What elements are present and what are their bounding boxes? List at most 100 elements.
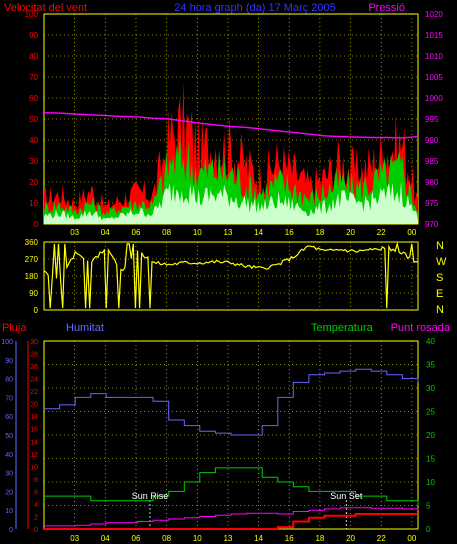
humidity-y-tick: 18: [30, 414, 38, 421]
wind-series-gust: [44, 81, 418, 224]
humidity-y-tick: 8: [34, 477, 38, 484]
wind-x-tick: 16: [285, 228, 294, 237]
center-title: 24 hora graph (da) 17 Març 2005: [174, 2, 335, 14]
wind-x-tick: 22: [377, 228, 386, 237]
pressure-y-tick: 970: [425, 220, 439, 229]
wind-y-tick: 50: [29, 115, 38, 124]
climate-x-tick: 18: [315, 534, 324, 543]
pressure-y-tick: 1000: [425, 94, 443, 103]
rain-y-tick: 70: [5, 395, 13, 402]
climate-x-tick: 20: [346, 534, 355, 543]
wind-y-tick: 10: [29, 199, 38, 208]
humidity-line: [44, 368, 419, 436]
pressure-y-tick: 1015: [425, 31, 443, 40]
climate-x-tick: 14: [254, 534, 263, 543]
wind-series-minimum: [44, 181, 418, 224]
temperature-y-tick: 0: [426, 525, 431, 534]
wind-x-tick: 20: [346, 228, 355, 237]
compass-tick: N: [436, 240, 444, 252]
humidity-y-tick: 24: [30, 377, 38, 384]
wind-y-tick: 100: [25, 10, 39, 19]
wind-title: Velocitat del vent: [4, 2, 87, 14]
climate-hour-axis: 03 04 06 08 10 13 14 16 18 20 22 00: [70, 534, 417, 543]
pressure-y-tick: 975: [425, 199, 439, 208]
wind-y-tick: 20: [29, 178, 38, 187]
direction-line: [43, 241, 419, 309]
wind-y-tick: 0: [34, 220, 39, 229]
temperature-y-tick: 40: [426, 337, 435, 346]
direction-degree-axis: 0 90 180 270 360: [25, 238, 39, 315]
climate-grid: [44, 340, 418, 530]
rain-y-tick: 100: [1, 339, 13, 346]
humidity-y-tick: 0: [34, 527, 38, 534]
temperature-title: Temperatura: [311, 322, 374, 334]
humidity-y-tick: 22: [30, 389, 38, 396]
rain-line: [44, 513, 418, 530]
pressure-line: [43, 112, 419, 139]
climate-x-tick: 04: [101, 534, 110, 543]
rain-axis: 0 10 20 30 40 50 60 70 80 90 100: [1, 339, 17, 534]
humidity-title: Humitat: [66, 322, 104, 334]
wind-x-tick: 08: [162, 228, 171, 237]
pressure-title: Pressió: [368, 2, 405, 14]
rain-y-tick: 10: [5, 508, 13, 515]
compass-tick: S: [436, 272, 443, 284]
rain-y-tick: 20: [5, 489, 13, 496]
humidity-y-tick: 10: [30, 464, 38, 471]
temperature-axis: 0 5 10 15 20 25 30 35 40: [426, 337, 435, 534]
rain-y-tick: 80: [5, 377, 13, 384]
rain-title: Pluja: [2, 322, 27, 334]
climate-x-tick: 06: [132, 534, 141, 543]
wind-y-tick: 40: [29, 136, 38, 145]
pressure-y-tick: 985: [425, 157, 439, 166]
wind-x-tick: 06: [132, 228, 141, 237]
pressure-y-tick: 995: [425, 115, 439, 124]
rain-y-tick: 0: [9, 527, 13, 534]
pressure-y-tick: 1010: [425, 52, 443, 61]
sunrise-label: Sun Rise: [132, 491, 169, 501]
pressure-y-tick: 990: [425, 136, 439, 145]
compass-tick: E: [436, 288, 443, 300]
rain-y-tick: 50: [5, 433, 13, 440]
wind-y-tick: 90: [29, 31, 38, 40]
wind-hour-axis: 03 04 06 08 10 13 14 16 18 20 22 00: [70, 228, 417, 237]
humidity-y-tick: 6: [34, 489, 38, 496]
climate-x-tick: 10: [193, 534, 202, 543]
humidity-y-tick: 4: [34, 502, 38, 509]
rain-y-tick: 30: [5, 471, 13, 478]
wind-x-tick: 14: [254, 228, 263, 237]
humidity-y-tick: 26: [30, 364, 38, 371]
sunset-label: Sun Set: [330, 491, 363, 501]
direction-y-tick: 360: [25, 238, 39, 247]
direction-y-tick: 0: [34, 306, 39, 315]
wind-x-tick: 10: [193, 228, 202, 237]
compass-tick: N: [436, 304, 444, 316]
temperature-y-tick: 25: [426, 408, 435, 417]
humidity-y-tick: 12: [30, 452, 38, 459]
wind-x-tick: 00: [407, 228, 416, 237]
rain-y-tick: 60: [5, 414, 13, 421]
temperature-y-tick: 10: [426, 478, 435, 487]
pressure-axis: 970 975 980 985 990 995 1000 1005 1010 1015 1020: [425, 10, 443, 229]
wind-x-tick: 03: [70, 228, 79, 237]
climate-x-tick: 08: [162, 534, 171, 543]
temperature-y-tick: 15: [426, 455, 435, 464]
direction-series: [43, 241, 419, 309]
temperature-y-tick: 35: [426, 361, 435, 370]
temperature-y-tick: 30: [426, 384, 435, 393]
wind-y-tick: 30: [29, 157, 38, 166]
wind-x-tick: 18: [315, 228, 324, 237]
climate-x-tick: 16: [285, 534, 294, 543]
temperature-y-tick: 5: [426, 502, 431, 511]
direction-y-tick: 180: [25, 272, 39, 281]
wind-y-tick: 60: [29, 94, 38, 103]
humidity-y-tick: 20: [30, 402, 38, 409]
direction-y-tick: 90: [29, 289, 38, 298]
temperature-y-tick: 20: [426, 431, 435, 440]
climate-x-tick: 00: [407, 534, 416, 543]
